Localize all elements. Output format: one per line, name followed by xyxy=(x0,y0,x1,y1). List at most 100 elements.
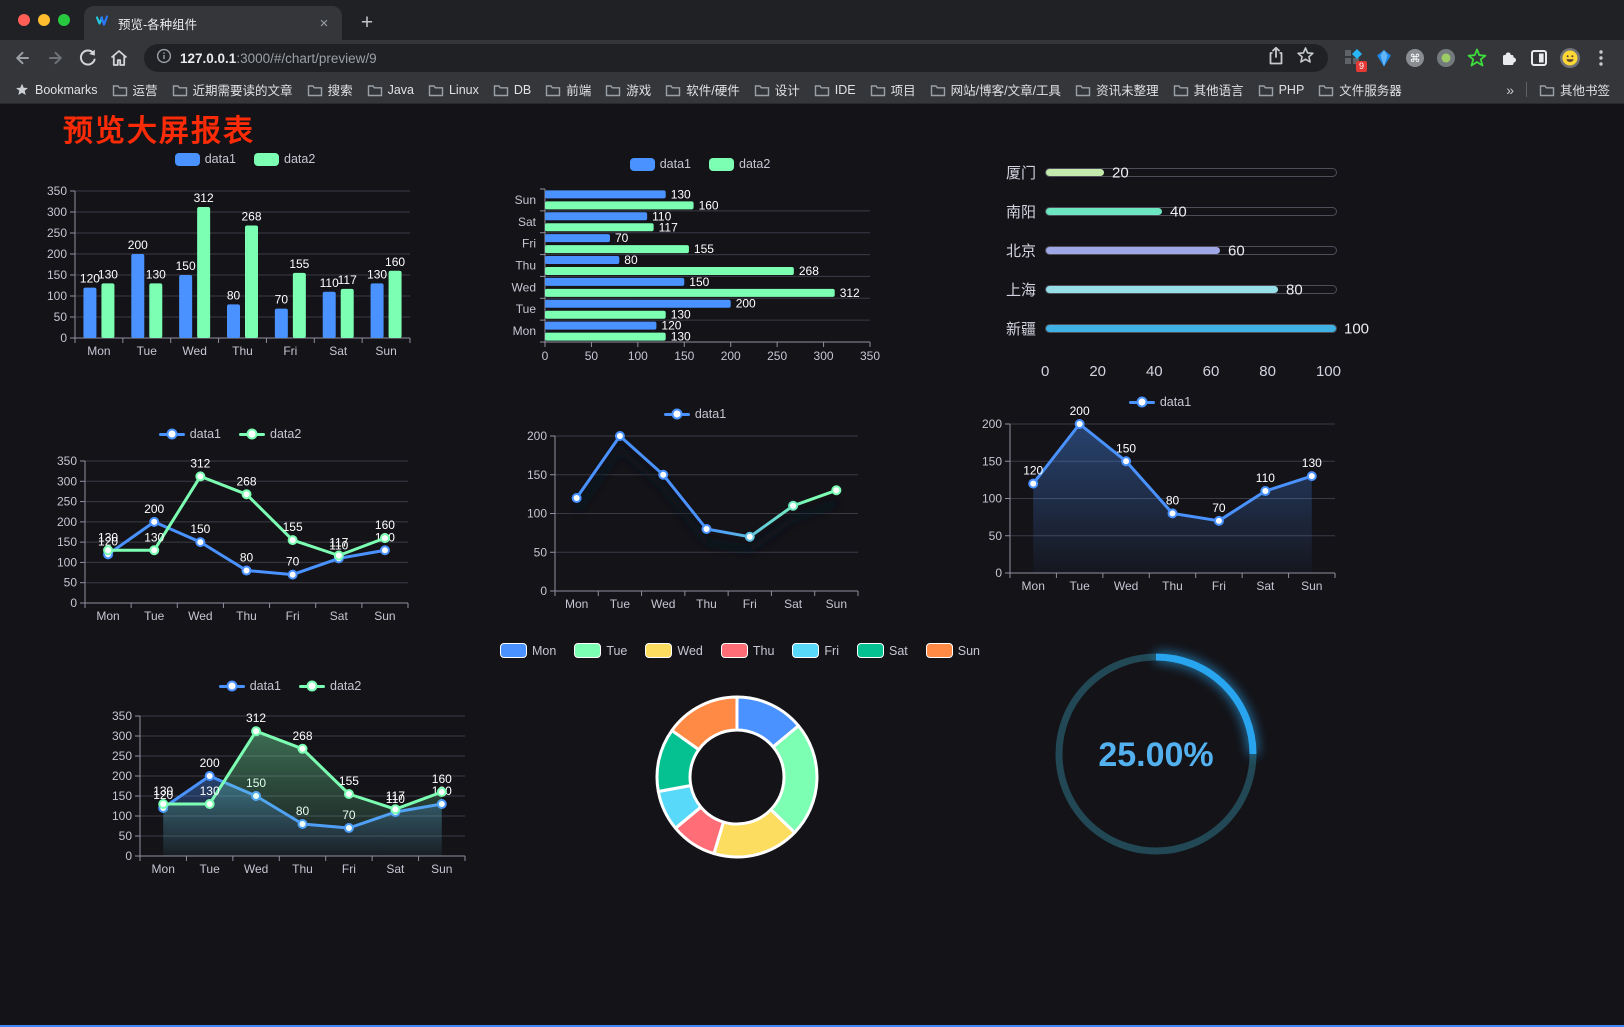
extension-switch-icon[interactable]: 9 xyxy=(1342,47,1367,72)
site-info-icon[interactable] xyxy=(156,48,172,69)
tab-close-icon[interactable]: × xyxy=(319,14,329,32)
minimize-window-icon[interactable] xyxy=(38,14,50,26)
chart-legend: data1 data2 xyxy=(40,152,450,166)
bookmark-folder[interactable]: 项目 xyxy=(870,80,916,99)
axis-tick-label: 40 xyxy=(1145,363,1163,380)
legend-item[interactable]: data2 xyxy=(239,427,301,441)
legend-label: Thu xyxy=(752,643,775,658)
svg-text:Tue: Tue xyxy=(137,344,158,358)
legend-item[interactable]: data2 xyxy=(299,679,361,693)
maximize-window-icon[interactable] xyxy=(58,14,70,26)
legend-item[interactable]: data1 xyxy=(629,157,691,171)
svg-text:50: 50 xyxy=(119,829,133,843)
legend-item[interactable]: data1 xyxy=(663,407,726,421)
page-content: 预览大屏报表 data1 data2 0 50 100 150 200 250 300 350 Mo… xyxy=(0,104,1624,1027)
url-host: 127.0.0.1 xyxy=(180,50,237,66)
extension-command-icon[interactable]: ⌘ xyxy=(1404,47,1426,69)
legend-item[interactable]: data1 xyxy=(158,427,221,441)
svg-text:200: 200 xyxy=(144,502,164,516)
legend-item[interactable]: Wed xyxy=(645,643,703,658)
extension-reader-icon[interactable] xyxy=(1528,47,1550,69)
svg-text:117: 117 xyxy=(386,789,405,803)
legend-item[interactable]: Tue xyxy=(574,643,627,658)
bookmark-folder[interactable]: 近期需要读的文章 xyxy=(172,80,293,99)
svg-text:350: 350 xyxy=(112,709,132,723)
svg-text:Mon: Mon xyxy=(96,609,119,623)
bookmark-folder[interactable]: 前端 xyxy=(545,80,591,99)
bookmark-folder[interactable]: DB xyxy=(493,83,531,97)
svg-text:Fri: Fri xyxy=(522,237,536,251)
forward-button[interactable] xyxy=(40,43,70,73)
bookmark-folder[interactable]: 软件/硬件 xyxy=(665,80,740,99)
legend-item[interactable]: Sat xyxy=(857,643,908,658)
legend-item[interactable]: data1 xyxy=(174,152,236,166)
menu-dots-icon[interactable] xyxy=(1590,47,1612,69)
bookmark-folder[interactable]: 搜索 xyxy=(307,80,353,99)
bookmark-folder[interactable]: 设计 xyxy=(754,80,800,99)
chart-gauge-progress: 25.00% xyxy=(1026,624,1286,884)
chart-legend: data1 xyxy=(965,395,1355,409)
svg-text:150: 150 xyxy=(1116,441,1136,455)
back-button[interactable] xyxy=(8,43,38,73)
svg-text:250: 250 xyxy=(57,495,77,509)
svg-text:150: 150 xyxy=(982,454,1002,468)
svg-text:Sat: Sat xyxy=(329,344,348,358)
bookmark-folder[interactable]: PHP xyxy=(1258,82,1305,97)
bookmark-folder-list: 运营 近期需要读的文章 搜索 Java Linux DB 前端 游戏 软件/硬件 设计 IDE 项目 网… xyxy=(112,80,1402,99)
bookmark-folder-label: 搜索 xyxy=(327,84,353,98)
bookmark-star-icon[interactable] xyxy=(1295,45,1316,71)
svg-text:Wed: Wed xyxy=(512,280,536,294)
url-bar[interactable]: 127.0.0.1:3000/#/chart/preview/9 xyxy=(144,44,1328,72)
bookmark-folder[interactable]: IDE xyxy=(814,83,856,97)
bookmark-folder[interactable]: Java xyxy=(367,83,414,97)
bookmark-folder[interactable]: 资讯未整理 xyxy=(1075,80,1159,99)
series-data1 xyxy=(571,431,842,553)
legend-swatch xyxy=(663,407,690,421)
bookmark-folder-label: PHP xyxy=(1278,82,1305,97)
legend-item[interactable]: data2 xyxy=(254,152,315,166)
legend-item[interactable]: Thu xyxy=(720,643,775,658)
chart-bar-vertical: data1 data2 0 50 100 150 200 250 300 350 Mon Tue Wed… xyxy=(40,146,450,374)
extension-star-icon[interactable] xyxy=(1466,47,1488,69)
home-button[interactable] xyxy=(104,43,134,73)
progress-fill xyxy=(1046,247,1220,254)
bookmarks-root[interactable]: Bookmarks xyxy=(14,82,98,98)
extension-emoji-icon[interactable] xyxy=(1559,47,1581,69)
legend-item[interactable]: Fri xyxy=(792,643,839,658)
bookmark-folder[interactable]: 运营 xyxy=(112,80,158,99)
svg-text:80: 80 xyxy=(227,288,241,302)
new-tab-button[interactable]: + xyxy=(360,11,374,34)
svg-text:130: 130 xyxy=(671,308,691,322)
svg-text:Sun: Sun xyxy=(826,597,847,611)
svg-text:130: 130 xyxy=(146,267,166,281)
chart-donut: Mon Tue Wed Thu Fri Sat Sun xyxy=(499,637,980,902)
pie-slice-Sun[interactable] xyxy=(670,695,739,752)
legend-item[interactable]: Mon xyxy=(499,643,556,658)
close-window-icon[interactable] xyxy=(18,14,30,26)
bookmark-folder[interactable]: 游戏 xyxy=(605,80,651,99)
bookmark-folder[interactable]: 文件服务器 xyxy=(1318,80,1402,99)
svg-text:110: 110 xyxy=(329,538,348,552)
legend-item[interactable]: Sun xyxy=(925,643,980,658)
share-icon[interactable] xyxy=(1265,45,1287,72)
svg-text:Fri: Fri xyxy=(342,862,356,876)
browser-tab[interactable]: 预览-各种组件 × xyxy=(84,6,342,40)
reload-button[interactable] xyxy=(72,43,102,73)
other-bookmarks-folder[interactable]: 其他书签 xyxy=(1539,80,1610,99)
extension-gem-icon[interactable] xyxy=(1373,47,1395,69)
bookmark-folder[interactable]: Linux xyxy=(428,83,479,97)
legend-item[interactable]: data1 xyxy=(218,679,281,693)
bookmark-folder[interactable]: 其他语言 xyxy=(1173,80,1244,99)
legend-item[interactable]: data2 xyxy=(709,157,770,171)
svg-text:0: 0 xyxy=(995,566,1002,580)
bookmarks-label: Bookmarks xyxy=(35,82,98,97)
bookmark-folder[interactable]: 网站/博客/文章/工具 xyxy=(930,80,1061,99)
svg-text:Tue: Tue xyxy=(144,609,165,623)
bookmarks-overflow-chevron[interactable]: » xyxy=(1506,81,1514,98)
extension-puzzle-icon[interactable] xyxy=(1497,47,1519,69)
chart-legend: data1 data2 xyxy=(40,427,420,441)
extension-record-icon[interactable] xyxy=(1435,47,1457,69)
svg-text:300: 300 xyxy=(57,474,77,488)
bookmark-folder-label: DB xyxy=(513,82,532,97)
legend-item[interactable]: data1 xyxy=(1128,395,1191,409)
